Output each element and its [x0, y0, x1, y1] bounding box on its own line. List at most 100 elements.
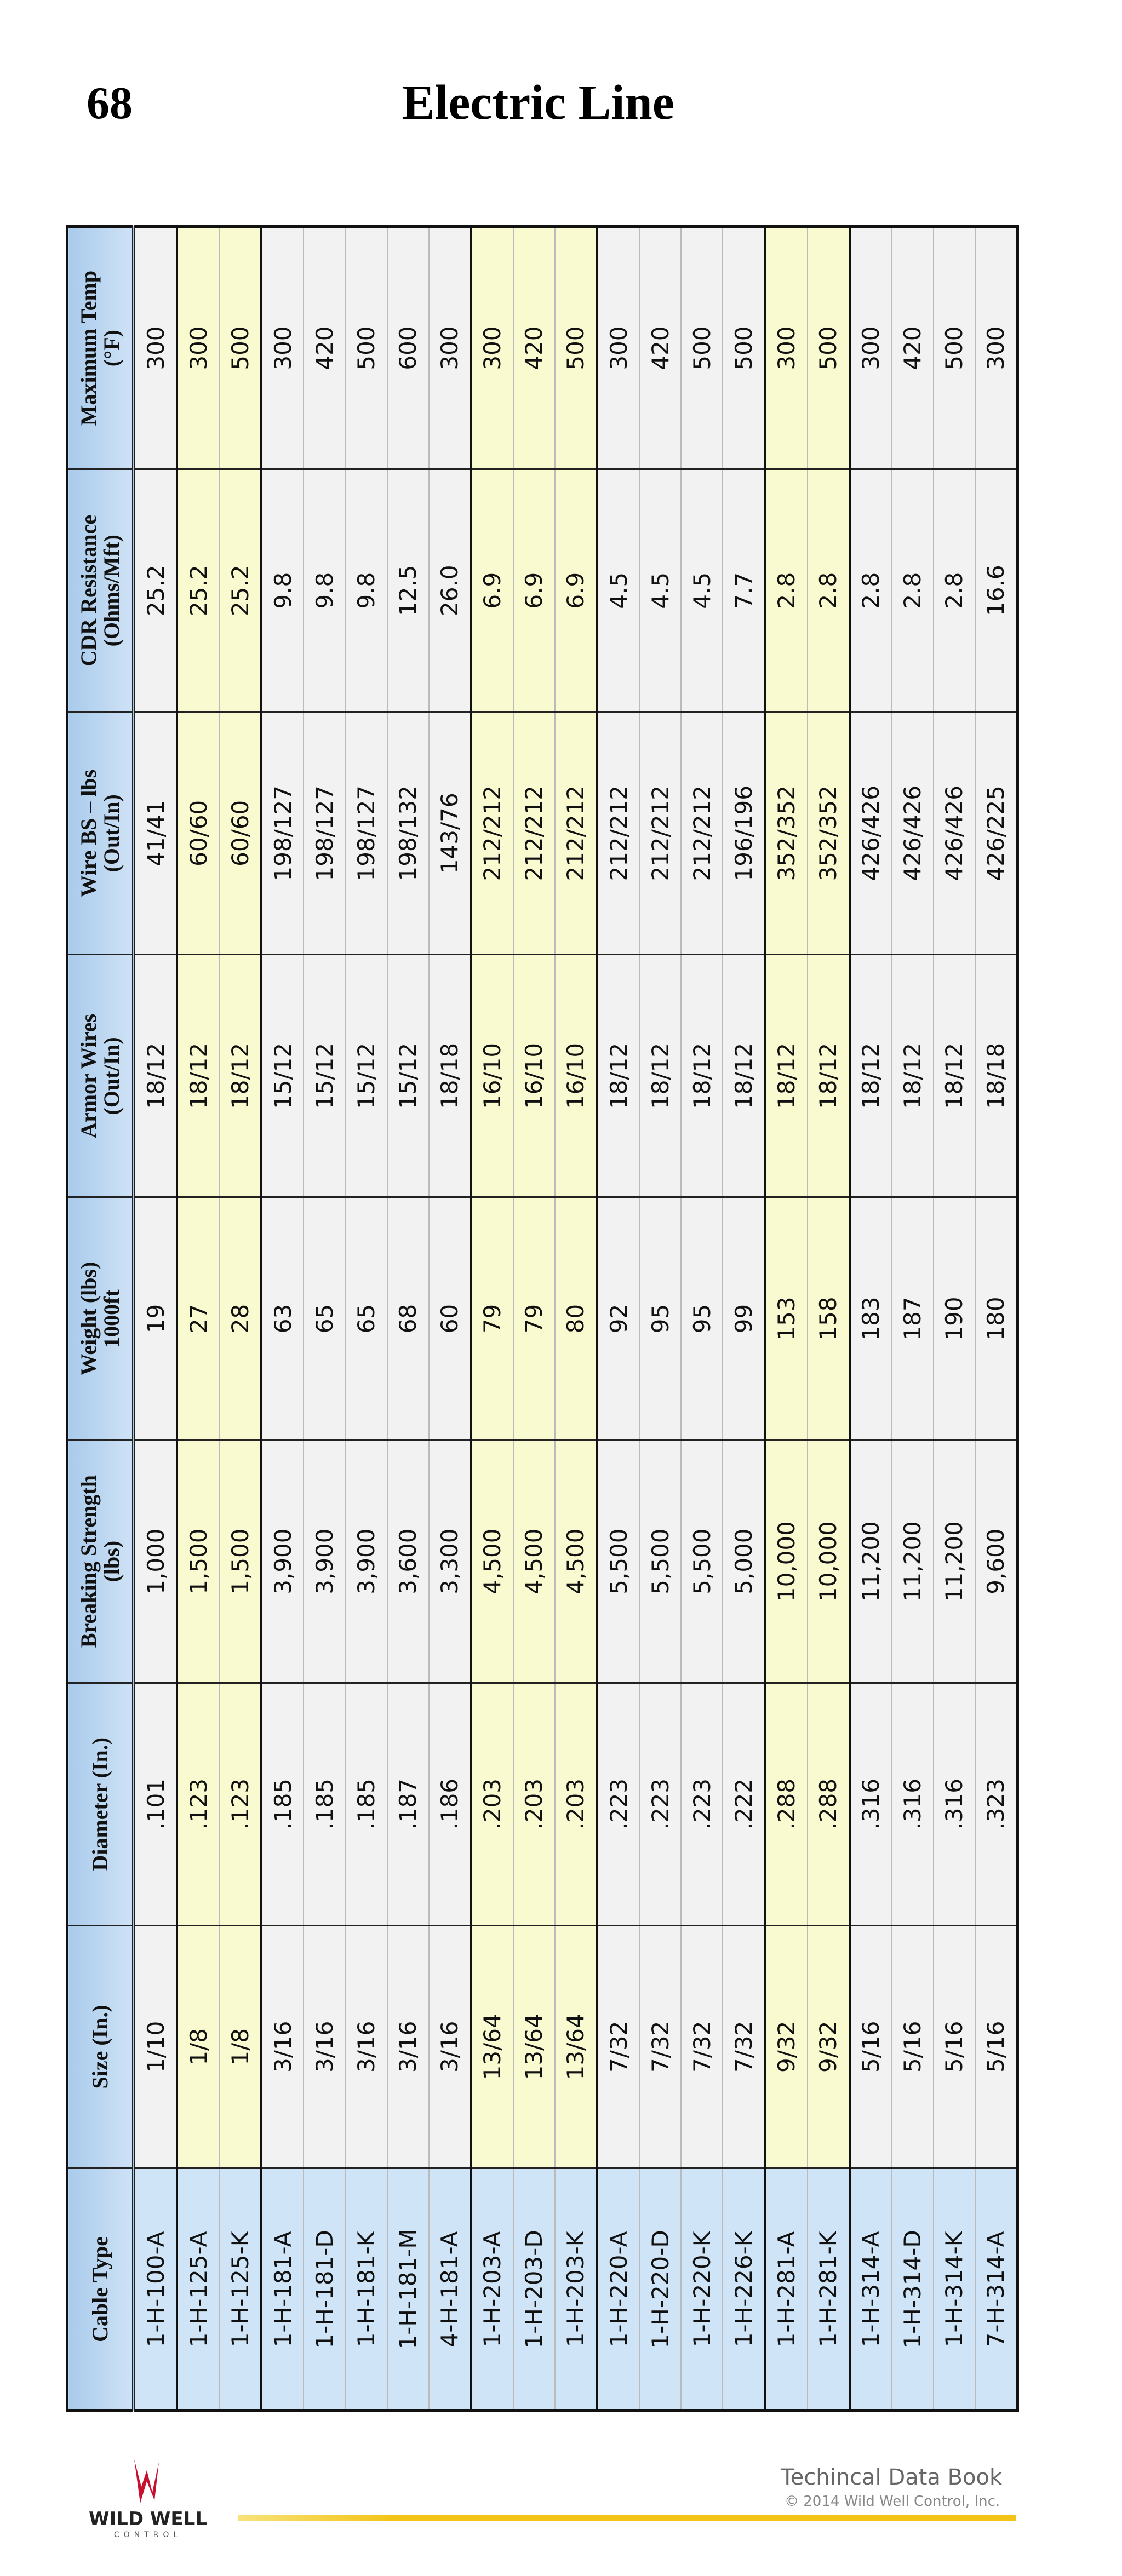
cable-type-cell: 4-H-181-A: [428, 2168, 471, 2411]
cable-type-cell: 1-H-220-A: [597, 2168, 640, 2411]
table-cell: 9/32: [765, 1925, 808, 2168]
table-cell: 18/12: [807, 954, 850, 1197]
table-cell: 198/127: [345, 712, 387, 955]
table-cell: 300: [428, 226, 471, 469]
table-cell: 95: [639, 1197, 682, 1441]
table-cell: 180: [975, 1197, 1018, 1441]
table-row: 1-H-314-D 5/16.316 11,200 187 18/12 426/426 2.…: [891, 226, 934, 2411]
table-cell: 2.8: [849, 469, 892, 712]
table-cell: 420: [639, 226, 682, 469]
table-cell: 9.8: [261, 469, 304, 712]
table-cell: 426/426: [891, 712, 934, 955]
table-cell: 18/12: [219, 954, 262, 1197]
header-line: 1000ft: [99, 1289, 124, 1348]
cable-type-cell: 1-H-314-A: [849, 2168, 892, 2411]
logo-sub: CONTROL: [114, 2531, 182, 2539]
table-cell: 183: [849, 1197, 892, 1441]
footer-rule: [238, 2515, 1016, 2521]
table-cell: 300: [975, 226, 1018, 469]
column-header: Armor Wires (Out/In): [67, 954, 134, 1197]
page-title: Electric Line: [402, 76, 674, 130]
table-cell: 79: [513, 1197, 555, 1441]
cable-type-cell: 1-H-281-K: [807, 2168, 850, 2411]
table-cell: 18/12: [849, 954, 892, 1197]
table-cell: 5,500: [681, 1440, 723, 1683]
cable-type-cell: 1-H-125-K: [219, 2168, 262, 2411]
table-cell: 79: [471, 1197, 513, 1441]
table-cell: 352/352: [765, 712, 808, 955]
column-header: Cable Type: [67, 2168, 134, 2411]
table-cell: .123: [219, 1683, 262, 1926]
table-cell: 5/16: [849, 1925, 892, 2168]
table-cell: 2.8: [807, 469, 850, 712]
table-cell: 7.7: [723, 469, 765, 712]
table-cell: 65: [304, 1197, 346, 1441]
table-cell: 27: [177, 1197, 220, 1441]
header-line: (Out/In): [99, 794, 124, 873]
table-cell: 9/32: [807, 1925, 850, 2168]
table-cell: 99: [723, 1197, 765, 1441]
table-row: 1-H-220-D 7/32.223 5,500 95 18/12 212/212 4.5 4…: [639, 226, 682, 2411]
table-cell: 6.9: [471, 469, 513, 712]
table-cell: .203: [471, 1683, 513, 1926]
table-cell: 3,900: [345, 1440, 387, 1683]
column-header: Size (In.): [67, 1925, 134, 2168]
table-cell: 300: [471, 226, 513, 469]
cable-type-cell: 1-H-220-K: [681, 2168, 723, 2411]
table-cell: 300: [134, 226, 178, 469]
table-cell: 18/18: [428, 954, 471, 1197]
table-cell: 187: [891, 1197, 934, 1441]
column-header: Diameter (In.): [67, 1683, 134, 1926]
table-cell: .203: [554, 1683, 598, 1926]
table-row: 1-H-220-K 7/32.223 5,500 95 18/12 212/212 4.5 5…: [681, 226, 723, 2411]
header-line: (Out/In): [99, 1037, 124, 1115]
table-row: 1-H-181-A 3/16.185 3,900 63 15/12 198/127 9.8 3…: [261, 226, 304, 2411]
logo: WILD WELL CONTROL: [89, 2459, 207, 2539]
table-cell: 26.0: [428, 469, 471, 712]
table-cell: 7/32: [681, 1925, 723, 2168]
table-cell: 500: [219, 226, 262, 469]
table-cell: 7/32: [597, 1925, 640, 2168]
table-cell: 6.9: [513, 469, 555, 712]
table-cell: 300: [261, 226, 304, 469]
header-line: (Ohms/Mft): [99, 534, 124, 647]
header-line: (lbs): [99, 1540, 124, 1582]
table-cell: 158: [807, 1197, 850, 1441]
table-cell: 11,200: [933, 1440, 975, 1683]
header-line: CDR Resistance: [76, 514, 101, 667]
table-cell: 5,500: [597, 1440, 640, 1683]
header-line: Breaking Strength: [76, 1475, 101, 1648]
table-cell: .187: [387, 1683, 429, 1926]
table-cell: 500: [933, 226, 975, 469]
table-cell: 600: [387, 226, 429, 469]
table-cell: .203: [513, 1683, 555, 1926]
table-cell: 212/212: [597, 712, 640, 955]
table-cell: 18/12: [723, 954, 765, 1197]
table-cell: 300: [597, 226, 640, 469]
cable-type-cell: 1-H-314-K: [933, 2168, 975, 2411]
table-row: 1-H-220-A 7/32.223 5,500 92 18/12 212/212 4.5 3…: [597, 226, 640, 2411]
table-cell: 500: [345, 226, 387, 469]
table-cell: 28: [219, 1197, 262, 1441]
table-cell: .316: [849, 1683, 892, 1926]
table-cell: 63: [261, 1197, 304, 1441]
table-cell: 18/12: [639, 954, 682, 1197]
table-cell: 18/12: [891, 954, 934, 1197]
table-cell: 16.6: [975, 469, 1018, 712]
table-cell: 426/426: [849, 712, 892, 955]
table-cell: 2.8: [891, 469, 934, 712]
table-cell: .185: [345, 1683, 387, 1926]
table-cell: 41/41: [134, 712, 178, 955]
table-cell: 212/212: [554, 712, 598, 955]
table-cell: .223: [681, 1683, 723, 1926]
table-row: 1-H-125-A 1/8.123 1,500 27 18/12 60/60 25.2 300: [177, 226, 220, 2411]
table-cell: 15/12: [387, 954, 429, 1197]
table-row: 1-H-181-M 3/16.187 3,600 68 15/12 198/132 12.5…: [387, 226, 429, 2411]
table-cell: 3,600: [387, 1440, 429, 1683]
table-cell: 2.8: [933, 469, 975, 712]
table-cell: .223: [639, 1683, 682, 1926]
table-cell: 16/10: [471, 954, 513, 1197]
table-cell: 11,200: [891, 1440, 934, 1683]
table-cell: 143/76: [428, 712, 471, 955]
table-cell: 500: [554, 226, 598, 469]
